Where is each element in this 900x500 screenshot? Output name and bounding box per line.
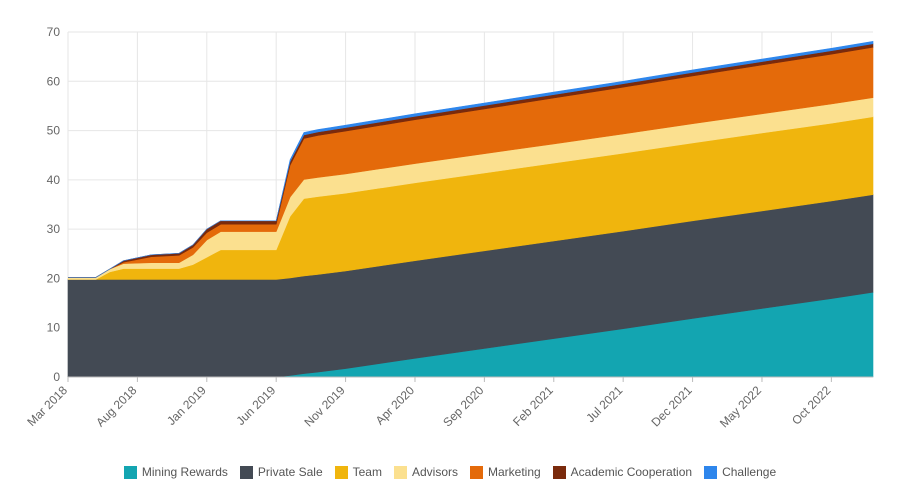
legend-item-private-sale[interactable]: Private Sale	[239, 465, 323, 479]
legend-label: Private Sale	[257, 465, 323, 479]
legend-swatch	[239, 465, 253, 479]
legend-swatch	[334, 465, 348, 479]
legend-swatch	[393, 465, 407, 479]
legend-item-academic-cooperation[interactable]: Academic Cooperation	[552, 465, 693, 479]
y-tick-label: 10	[47, 321, 61, 335]
legend-label: Challenge	[722, 465, 777, 479]
legend-item-mining-rewards[interactable]: Mining Rewards	[123, 465, 228, 479]
y-tick-label: 60	[47, 74, 61, 88]
legend-label: Marketing	[487, 465, 541, 479]
y-tick-label: 70	[47, 25, 61, 39]
x-tick-label: Dec 2021	[648, 383, 694, 429]
y-tick-label: 20	[47, 271, 61, 285]
area-series	[67, 41, 874, 378]
x-tick-label: Oct 2022	[789, 383, 834, 428]
legend-item-team[interactable]: Team	[334, 465, 382, 479]
legend-item-marketing[interactable]: Marketing	[469, 465, 541, 479]
x-tick-label: Jan 2019	[164, 383, 209, 428]
y-tick-label: 30	[47, 222, 61, 236]
x-tick-label: Nov 2019	[301, 383, 347, 429]
x-tick-label: May 2022	[717, 383, 764, 430]
stacked-area-chart: 0 10 20 30 40 50 60 70 Mar 2018 Aug 2018 Jan 2019 J…	[24, 25, 874, 430]
x-tick-label: Jun 2019	[233, 383, 278, 428]
x-tick-label: Apr 2020	[373, 383, 418, 428]
legend-swatch	[704, 465, 718, 479]
x-tick-label: Sep 2020	[440, 383, 486, 429]
legend-label: Academic Cooperation	[570, 465, 693, 479]
x-tick-label: Jul 2021	[583, 383, 625, 425]
legend-item-advisors[interactable]: Advisors	[393, 465, 458, 479]
legend-swatch	[469, 465, 483, 479]
legend-swatch	[552, 465, 566, 479]
x-tick-label: Aug 2018	[93, 383, 139, 429]
legend-label: Advisors	[411, 465, 458, 479]
area-challenge	[68, 41, 874, 278]
legend-label: Team	[352, 465, 382, 479]
y-tick-label: 0	[53, 370, 60, 384]
legend: Mining Rewards Private Sale Team Advisors Ma…	[0, 460, 900, 484]
legend-item-challenge[interactable]: Challenge	[704, 465, 776, 479]
legend-swatch	[123, 465, 137, 479]
y-tick-label: 50	[47, 124, 61, 138]
y-tick-label: 40	[47, 173, 61, 187]
legend-label: Mining Rewards	[141, 465, 228, 479]
x-tick-label: Feb 2021	[510, 383, 556, 429]
x-tick-label: Mar 2018	[24, 383, 70, 429]
